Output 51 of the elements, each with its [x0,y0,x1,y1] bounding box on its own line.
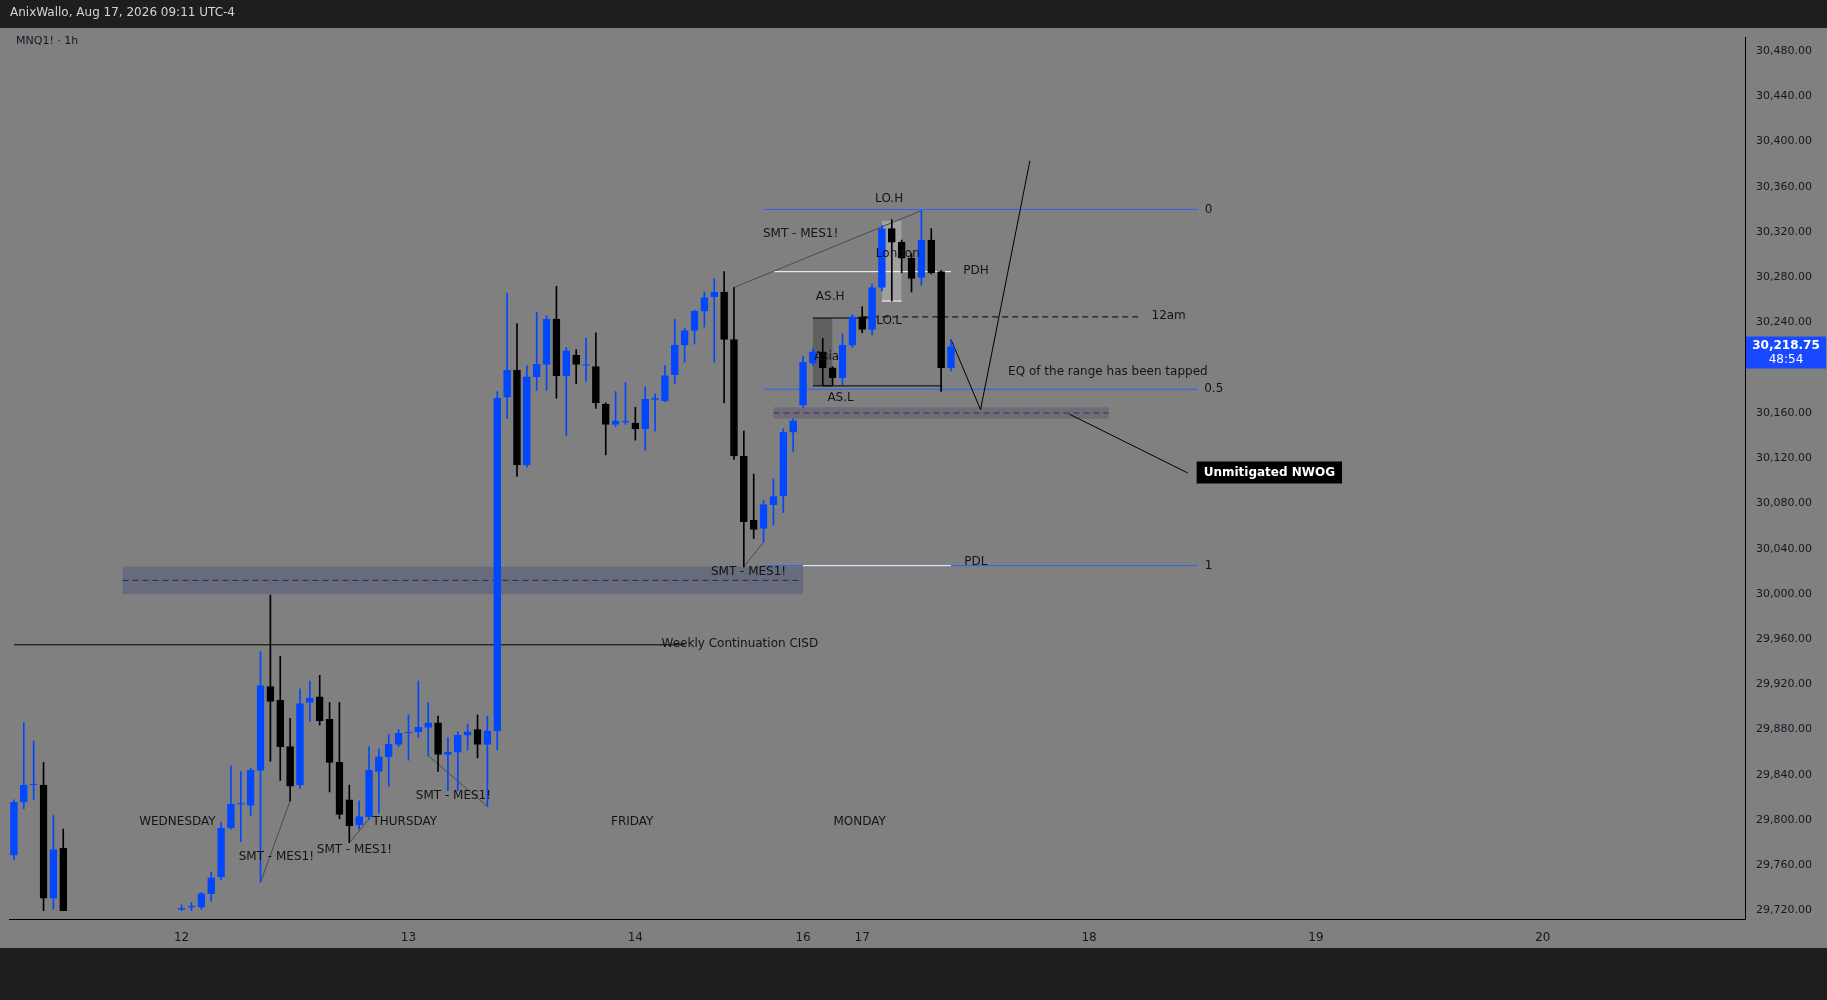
y-tick-label: 30,360.00 [1756,179,1812,193]
annotation: THURSDAY [371,813,438,828]
y-tick-label: 30,440.00 [1756,89,1812,103]
x-tick-label: 12 [173,929,190,944]
annotation: Unmitigated NWOG [1203,464,1336,479]
annotation: Weekly Continuation CISD [661,635,819,650]
y-tick-label: 30,040.00 [1756,541,1812,555]
annotation: AS.H [815,289,845,304]
x-tick-label: 19 [1308,929,1324,944]
y-tick-label: 29,760.00 [1756,858,1812,872]
x-tick-label: 14 [627,929,643,944]
y-tick-label: 30,080.00 [1756,496,1812,510]
annotation: 0.5 [1204,380,1224,395]
y-tick-label: 30,160.00 [1756,405,1812,419]
annotation: EQ of the range has been tapped [1008,364,1208,378]
y-tick-label: 29,720.00 [1756,903,1812,917]
annotation: 0 [1204,201,1213,216]
annotation: MONDAY [833,813,887,828]
y-tick-label: 30,400.00 [1756,134,1812,148]
y-tick-label: 30,480.00 [1756,44,1812,58]
y-tick-label: 30,240.00 [1756,315,1812,329]
annotation: SMT - MES1! [762,225,839,240]
annotation: AS.L [827,390,855,405]
annotation: WEDNESDAY [139,813,217,828]
annotation: LO.H [875,191,904,206]
x-tick-label: 20 [1535,929,1551,944]
x-tick-label: 17 [854,929,870,944]
y-tick-label: 29,840.00 [1756,767,1812,781]
annotation: 1 [1204,558,1213,573]
annotation: PDH [963,262,989,277]
y-tick-label: 30,280.00 [1756,270,1812,284]
y-tick-label: 29,800.00 [1756,812,1812,826]
chart-title: AnixWallo, Aug 17, 2026 09:11 UTC-4 [9,4,236,21]
x-tick-label: 16 [795,929,811,944]
annotation: 12am [1151,307,1186,322]
y-tick-label: 30,120.00 [1756,451,1812,465]
y-tick-label: 30,320.00 [1756,224,1812,238]
x-tick-label: 18 [1081,929,1097,944]
x-tick-label: 13 [400,929,417,944]
annotation: SMT - MES1! [710,564,787,579]
text: 30,218.75 [1752,337,1820,352]
annotation: PDL [964,553,988,568]
annotation: LO.L [876,312,903,327]
y-tick-label: 29,880.00 [1756,722,1812,736]
y-tick-label: 30,000.00 [1756,586,1812,600]
chart-subtitle: MNQ1! · 1h [16,34,79,47]
annotation: FRIDAY [611,813,655,828]
text: 48:54 [1768,351,1804,366]
annotation: SMT - MES1! [316,842,393,857]
y-tick-label: 29,960.00 [1756,632,1812,646]
y-tick-label: 29,920.00 [1756,677,1812,691]
